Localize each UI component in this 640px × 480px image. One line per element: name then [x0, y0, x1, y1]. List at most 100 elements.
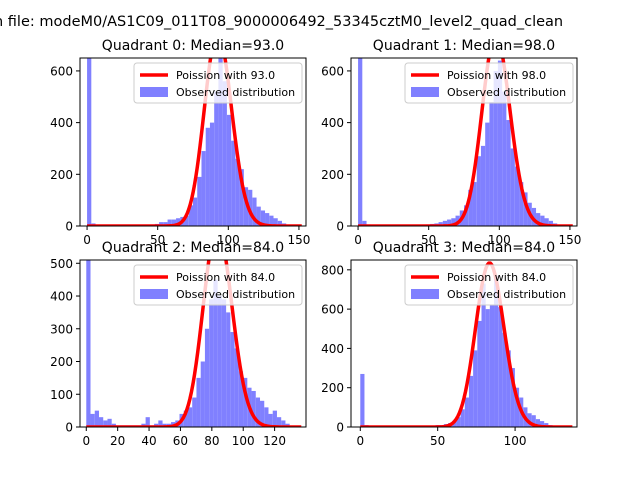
hist-bar	[451, 218, 456, 226]
y-tick-label: 400	[50, 290, 73, 304]
hist-bar	[438, 222, 443, 226]
hist-bar	[197, 176, 202, 226]
hist-bar	[502, 332, 507, 427]
hist-bar	[264, 407, 269, 427]
histogram-bars	[358, 58, 558, 226]
panel-3: 0 50 100 0 200 400 600 800 Poission with 84.0 Obs…	[321, 240, 578, 448]
hist-bar	[90, 413, 95, 427]
hist-bar	[222, 81, 227, 226]
hist-bar	[464, 205, 469, 226]
hist-bar	[243, 187, 249, 226]
y-tick-label: 200	[321, 168, 344, 182]
hist-bar	[544, 423, 549, 427]
panel-1: 0 50 100 150 0 200 400 600 Poission with 98.0 Obs…	[321, 38, 581, 247]
panel-2: 0 20 40 60 80 100 120 0 100 200 300 400 500 Poission …	[50, 240, 307, 448]
x-tick-label: 0	[82, 434, 90, 448]
x-tick-label: 100	[488, 233, 511, 247]
hist-bar	[209, 122, 215, 226]
hist-bar	[358, 58, 363, 226]
hist-bar	[273, 218, 278, 226]
hist-bar	[548, 220, 553, 226]
x-tick-label: 60	[173, 434, 188, 448]
hist-bar	[171, 219, 177, 226]
hist-bar	[497, 60, 503, 226]
hist-bar	[239, 169, 244, 226]
y-tick-label: 600	[321, 303, 344, 317]
hist-bar	[531, 207, 537, 226]
hist-bar	[176, 218, 181, 226]
hist-bar	[188, 205, 193, 226]
x-tick-label: 50	[421, 233, 436, 247]
y-tick-label: 600	[50, 64, 73, 78]
y-tick-label: 200	[50, 355, 73, 369]
x-tick-label: 50	[430, 434, 445, 448]
hist-bar	[265, 213, 270, 226]
hist-bar	[489, 101, 494, 226]
x-tick-label: 120	[263, 434, 286, 448]
legend-patch-swatch	[411, 87, 439, 97]
x-tick-label: 100	[504, 434, 527, 448]
hist-bar	[260, 400, 265, 427]
hist-bar	[158, 420, 163, 427]
hist-bar	[200, 361, 205, 427]
hist-bar	[481, 283, 486, 427]
hist-bar	[205, 127, 210, 226]
legend-box	[404, 264, 574, 306]
hist-bar	[477, 320, 482, 427]
hist-bar	[281, 420, 286, 427]
hist-bar	[217, 296, 222, 427]
hist-bar	[473, 350, 478, 427]
hist-bar	[456, 417, 461, 427]
hist-bar	[489, 305, 495, 427]
y-tick-label: 500	[50, 257, 73, 271]
y-tick-label: 100	[50, 388, 73, 402]
hist-bar	[535, 419, 541, 427]
y-tick-label: 0	[336, 220, 344, 234]
legend-label-observed: Observed distribution	[447, 288, 566, 301]
hist-bar	[460, 409, 465, 427]
hist-bar	[218, 58, 223, 226]
y-tick-label: 600	[321, 64, 344, 78]
hist-bar	[494, 275, 499, 427]
hist-bar	[193, 197, 198, 226]
axes-frame	[79, 57, 307, 227]
legend: Poission with 84.0 Observed distribution	[404, 264, 574, 306]
hist-bar	[204, 328, 210, 427]
hist-bar	[252, 197, 257, 226]
hist-bar	[452, 421, 457, 427]
hist-bar	[268, 413, 273, 427]
hist-bar	[159, 222, 164, 226]
panel-title: Quadrant 0: Median=93.0	[102, 38, 284, 54]
y-tick-label: 0	[336, 421, 344, 435]
hist-bar	[480, 145, 486, 226]
hist-bar	[167, 219, 172, 226]
hist-bar	[540, 421, 545, 427]
hist-bar	[472, 182, 477, 226]
legend-box	[133, 264, 303, 306]
hist-bar	[221, 299, 227, 427]
hist-bar	[493, 70, 498, 226]
hist-bar	[163, 222, 168, 226]
poisson-fit-line	[86, 58, 303, 226]
hist-bar	[360, 373, 365, 427]
hist-bar	[362, 220, 367, 226]
histogram-bars	[87, 58, 291, 226]
hist-bar	[145, 417, 150, 427]
hist-bar	[243, 377, 248, 427]
hist-bar	[506, 350, 511, 427]
legend: Poission with 98.0 Observed distribution	[404, 62, 574, 104]
hist-bar	[183, 410, 188, 427]
hist-bar	[531, 415, 536, 427]
hist-bar	[468, 189, 473, 226]
x-tick-label: 40	[141, 434, 156, 448]
panel-title: Quadrant 2: Median=84.0	[102, 240, 284, 256]
hist-bar	[510, 148, 515, 226]
hist-bar	[184, 215, 189, 226]
legend-label-observed: Observed distribution	[176, 288, 295, 301]
x-tick-label: 20	[110, 434, 125, 448]
hist-bar	[442, 220, 448, 226]
hist-bar	[94, 410, 99, 427]
hist-bar	[514, 166, 520, 226]
hist-bar	[269, 215, 274, 226]
